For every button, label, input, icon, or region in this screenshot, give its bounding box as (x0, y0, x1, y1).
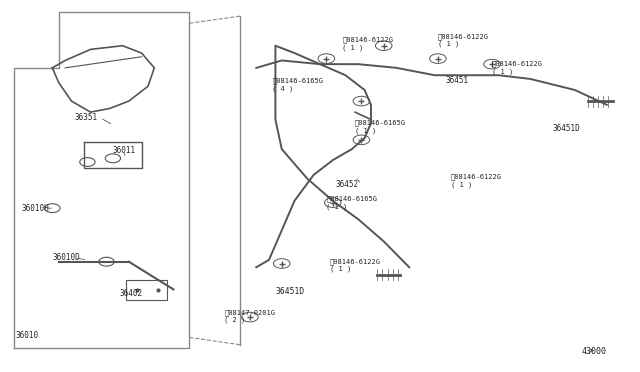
Text: 36010H: 36010H (22, 203, 49, 213)
Text: Ⓑ08146-6122G
( 1 ): Ⓑ08146-6122G ( 1 ) (330, 258, 381, 272)
Text: Ⓑ08146-6165G
( 4 ): Ⓑ08146-6165G ( 4 ) (272, 77, 323, 92)
Text: Ⓑ08146-6122G
( 1 ): Ⓑ08146-6122G ( 1 ) (451, 173, 502, 187)
Text: 36351: 36351 (75, 113, 98, 122)
Text: 36402: 36402 (119, 289, 142, 298)
Text: Ⓑ08146-6122G
( 1 ): Ⓑ08146-6122G ( 1 ) (492, 61, 543, 75)
Text: ↗: ↗ (587, 347, 594, 356)
Text: Ⓑ08146-6165G
( 1 ): Ⓑ08146-6165G ( 1 ) (326, 196, 378, 210)
Text: Ⓑ08146-6122G
( 1 ): Ⓑ08146-6122G ( 1 ) (438, 33, 489, 47)
Text: Ⓑ08147-0201G
( 2 ): Ⓑ08147-0201G ( 2 ) (225, 309, 275, 323)
Text: 36452: 36452 (336, 180, 359, 189)
Text: Ⓑ08146-6122G
( 1 ): Ⓑ08146-6122G ( 1 ) (342, 37, 394, 51)
Bar (125, 280, 167, 301)
Text: 36451D: 36451D (552, 124, 580, 133)
Text: 36010D: 36010D (52, 253, 80, 263)
Text: 36011: 36011 (113, 147, 136, 155)
Text: 36451D: 36451D (275, 287, 305, 296)
Text: 36010: 36010 (15, 331, 38, 340)
Text: 36451: 36451 (445, 76, 468, 85)
Text: Ⓑ08146-6165G
( 1 ): Ⓑ08146-6165G ( 1 ) (355, 120, 406, 134)
Text: 43000: 43000 (582, 347, 607, 356)
